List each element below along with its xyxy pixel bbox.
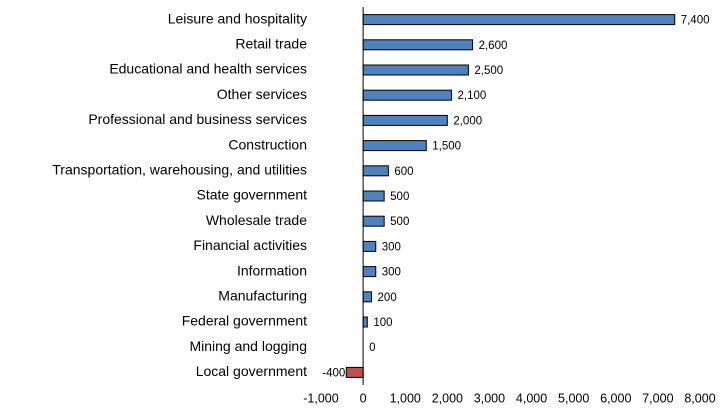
- x-tick-label: 4,000: [516, 391, 547, 405]
- category-label: Educational and health services: [109, 61, 307, 77]
- x-tick-label: 5,000: [558, 391, 589, 405]
- bar: [362, 39, 474, 51]
- bar: [362, 266, 377, 278]
- x-tick-label: 0: [360, 391, 367, 405]
- category-label: Other services: [217, 86, 307, 102]
- bar: [362, 291, 373, 303]
- category-label: Retail trade: [235, 36, 307, 52]
- bar: [362, 89, 453, 101]
- bar: [362, 316, 368, 328]
- bar: [362, 165, 389, 177]
- x-tick-label: 8,000: [684, 391, 715, 405]
- x-tick-label: 1,000: [390, 391, 421, 405]
- value-label: 200: [378, 292, 397, 304]
- category-label: Construction: [228, 136, 307, 152]
- value-label: 7,400: [681, 15, 710, 27]
- value-label: 2,500: [474, 65, 503, 77]
- value-label: 300: [382, 267, 401, 279]
- bar: [362, 240, 377, 252]
- bar: [362, 64, 469, 76]
- value-label: 2,600: [479, 40, 508, 52]
- x-tick-label: 3,000: [474, 391, 505, 405]
- value-label: -400: [322, 367, 345, 379]
- value-label: 0: [369, 342, 375, 354]
- category-label: Mining and logging: [189, 338, 307, 354]
- bar: [362, 215, 385, 227]
- bar: [362, 140, 427, 152]
- value-label: 1,500: [432, 141, 461, 153]
- category-label: Financial activities: [193, 237, 307, 253]
- value-label: 300: [382, 241, 401, 253]
- category-label: Manufacturing: [218, 288, 307, 304]
- x-tick-label: 2,000: [432, 391, 463, 405]
- category-label: Transportation, warehousing, and utiliti…: [52, 162, 307, 178]
- value-label: 100: [373, 317, 392, 329]
- value-label: 600: [394, 166, 413, 178]
- category-label: Local government: [196, 363, 307, 379]
- value-label: 500: [390, 216, 409, 228]
- bar: [362, 14, 676, 26]
- x-tick-label: -1,000: [303, 391, 338, 405]
- bar: [345, 366, 364, 378]
- x-tick-label: 7,000: [642, 391, 673, 405]
- value-label: 500: [390, 191, 409, 203]
- category-label: Wholesale trade: [206, 212, 307, 228]
- category-label: State government: [196, 187, 307, 203]
- category-label: Professional and business services: [88, 111, 307, 127]
- category-label: Federal government: [182, 313, 307, 329]
- category-label: Leisure and hospitality: [168, 10, 307, 26]
- value-label: 2,000: [453, 115, 482, 127]
- x-tick-label: 6,000: [600, 391, 631, 405]
- bar: [362, 190, 385, 202]
- category-label: Information: [237, 262, 307, 278]
- value-label: 2,100: [458, 90, 487, 102]
- bar: [362, 114, 448, 126]
